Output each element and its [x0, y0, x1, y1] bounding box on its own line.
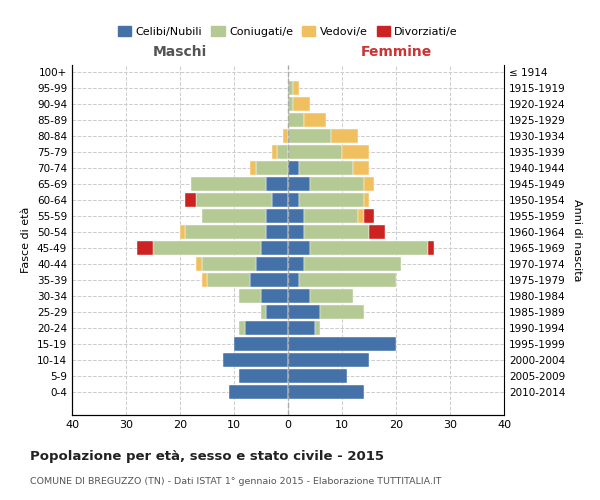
- Text: Maschi: Maschi: [153, 45, 207, 59]
- Bar: [288, 354, 369, 367]
- Bar: [304, 209, 358, 223]
- Bar: [320, 306, 364, 319]
- Legend: Celibi/Nubili, Coniugati/e, Vedovi/e, Divorziati/e: Celibi/Nubili, Coniugati/e, Vedovi/e, Di…: [113, 22, 463, 41]
- Bar: [250, 161, 256, 174]
- Bar: [353, 161, 369, 174]
- Bar: [310, 290, 353, 303]
- Bar: [261, 290, 288, 303]
- Bar: [202, 257, 256, 271]
- Bar: [364, 209, 374, 223]
- Bar: [245, 322, 288, 335]
- Bar: [288, 209, 304, 223]
- Bar: [293, 81, 299, 94]
- Bar: [272, 193, 288, 206]
- Bar: [229, 386, 288, 399]
- Bar: [283, 129, 288, 142]
- Bar: [256, 161, 288, 174]
- Bar: [288, 81, 293, 94]
- Bar: [288, 241, 310, 255]
- Bar: [288, 290, 310, 303]
- Bar: [180, 225, 185, 239]
- Bar: [288, 225, 304, 239]
- Y-axis label: Anni di nascita: Anni di nascita: [572, 198, 582, 281]
- Bar: [369, 225, 385, 239]
- Y-axis label: Fasce di età: Fasce di età: [22, 207, 31, 273]
- Bar: [185, 193, 196, 206]
- Bar: [191, 177, 266, 190]
- Bar: [202, 209, 266, 223]
- Bar: [272, 145, 277, 158]
- Bar: [288, 370, 347, 383]
- Bar: [304, 225, 369, 239]
- Bar: [288, 177, 310, 190]
- Bar: [207, 274, 250, 287]
- Bar: [299, 274, 396, 287]
- Text: Popolazione per età, sesso e stato civile - 2015: Popolazione per età, sesso e stato civil…: [30, 450, 384, 463]
- Bar: [288, 257, 304, 271]
- Bar: [299, 161, 353, 174]
- Bar: [185, 225, 266, 239]
- Text: Femmine: Femmine: [361, 45, 431, 59]
- Bar: [288, 274, 299, 287]
- Bar: [239, 290, 261, 303]
- Bar: [304, 113, 326, 126]
- Bar: [342, 145, 369, 158]
- Bar: [266, 225, 288, 239]
- Bar: [153, 241, 261, 255]
- Bar: [266, 306, 288, 319]
- Bar: [196, 257, 202, 271]
- Bar: [304, 257, 401, 271]
- Bar: [288, 145, 342, 158]
- Bar: [266, 209, 288, 223]
- Bar: [261, 306, 266, 319]
- Bar: [266, 177, 288, 190]
- Bar: [288, 97, 293, 110]
- Bar: [428, 241, 434, 255]
- Bar: [310, 177, 364, 190]
- Bar: [223, 354, 288, 367]
- Bar: [196, 193, 272, 206]
- Bar: [288, 161, 299, 174]
- Bar: [234, 338, 288, 351]
- Bar: [261, 241, 288, 255]
- Bar: [288, 386, 364, 399]
- Bar: [277, 145, 288, 158]
- Bar: [358, 209, 364, 223]
- Bar: [250, 274, 288, 287]
- Bar: [288, 193, 299, 206]
- Bar: [288, 322, 315, 335]
- Bar: [239, 370, 288, 383]
- Bar: [310, 241, 428, 255]
- Text: COMUNE DI BREGUZZO (TN) - Dati ISTAT 1° gennaio 2015 - Elaborazione TUTTITALIA.I: COMUNE DI BREGUZZO (TN) - Dati ISTAT 1° …: [30, 478, 442, 486]
- Bar: [202, 274, 207, 287]
- Bar: [299, 193, 364, 206]
- Bar: [315, 322, 320, 335]
- Bar: [293, 97, 310, 110]
- Bar: [288, 129, 331, 142]
- Bar: [239, 322, 245, 335]
- Bar: [288, 306, 320, 319]
- Bar: [364, 177, 374, 190]
- Bar: [331, 129, 358, 142]
- Bar: [256, 257, 288, 271]
- Bar: [137, 241, 153, 255]
- Bar: [288, 338, 396, 351]
- Bar: [288, 113, 304, 126]
- Bar: [364, 193, 369, 206]
